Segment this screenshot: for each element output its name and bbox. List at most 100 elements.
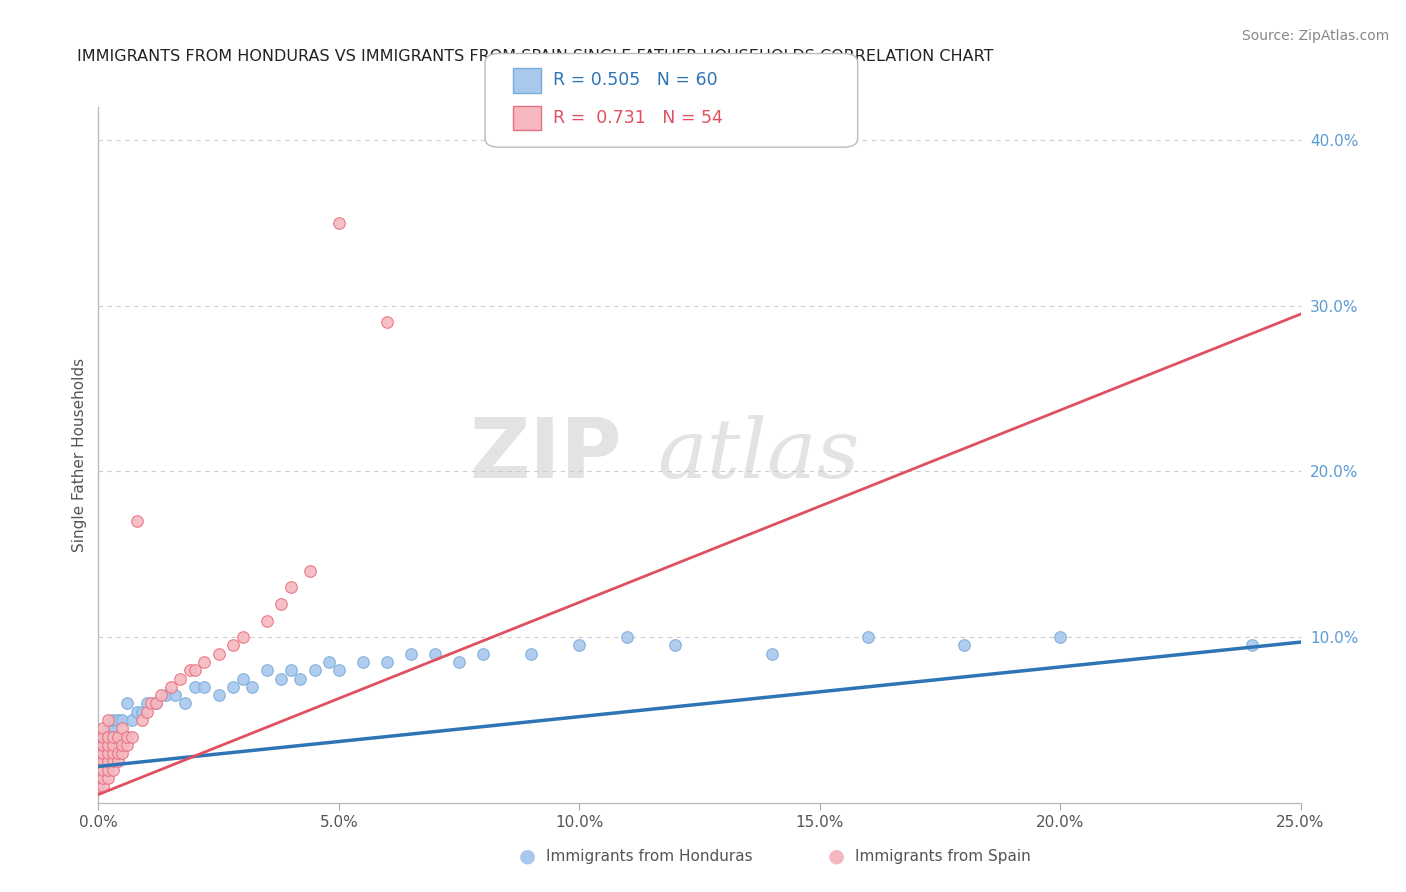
Point (953, 639, 976, 653)
Point (208, 647, 231, 661)
Point (318, 655, 340, 669)
Point (270, 672, 292, 686)
Point (111, 746, 134, 760)
Point (208, 688, 231, 702)
Point (107, 755, 129, 769)
Point (125, 514, 148, 528)
Point (256, 663, 278, 677)
Point (111, 738, 134, 752)
Point (101, 730, 124, 744)
Point (135, 697, 157, 711)
Point (222, 639, 245, 653)
Point (174, 697, 197, 711)
Point (155, 688, 177, 702)
Point (97, 763, 120, 777)
Point (117, 697, 139, 711)
Point (111, 721, 134, 735)
Point (664, 639, 686, 653)
Point (240, 680, 263, 694)
Point (91, 746, 114, 760)
Point (399, 647, 422, 661)
Point (1241, 639, 1264, 653)
Point (125, 705, 148, 719)
Point (97, 738, 120, 752)
Point (472, 647, 495, 661)
Point (101, 721, 124, 735)
Point (280, 663, 302, 677)
Point (290, 672, 312, 686)
Point (169, 672, 191, 686)
Point (193, 680, 215, 694)
Point (423, 647, 446, 661)
Text: ●: ● (519, 847, 536, 866)
Point (107, 746, 129, 760)
Point (117, 730, 139, 744)
Text: R =  0.731   N = 54: R = 0.731 N = 54 (553, 109, 723, 127)
Point (97, 730, 120, 744)
Text: IMMIGRANTS FROM HONDURAS VS IMMIGRANTS FROM SPAIN SINGLE FATHER HOUSEHOLDS CORRE: IMMIGRANTS FROM HONDURAS VS IMMIGRANTS F… (77, 49, 994, 64)
Point (256, 614, 278, 628)
Point (149, 688, 172, 702)
Point (101, 763, 124, 777)
Point (447, 655, 470, 669)
Text: R = 0.505   N = 60: R = 0.505 N = 60 (553, 71, 717, 89)
Point (145, 697, 167, 711)
Point (91, 763, 114, 777)
Point (304, 663, 326, 677)
Point (183, 680, 205, 694)
Point (111, 730, 134, 744)
Point (87, 771, 110, 785)
Point (91, 755, 114, 769)
Point (101, 746, 124, 760)
Point (91, 730, 114, 744)
Point (121, 730, 143, 744)
Point (91, 771, 114, 785)
Point (101, 755, 124, 769)
Point (91, 763, 114, 777)
Point (91, 738, 114, 752)
Point (107, 713, 129, 727)
Point (328, 216, 350, 230)
Point (520, 647, 543, 661)
Point (117, 738, 139, 752)
Point (761, 647, 783, 661)
Point (97, 755, 120, 769)
Point (101, 746, 124, 760)
Point (145, 697, 167, 711)
Point (1049, 630, 1071, 644)
Point (117, 730, 139, 744)
Point (856, 630, 879, 644)
Point (131, 705, 153, 719)
Point (101, 713, 124, 727)
Text: ZIP: ZIP (468, 415, 621, 495)
Point (280, 581, 302, 595)
Point (222, 680, 245, 694)
Point (159, 680, 181, 694)
Point (121, 713, 143, 727)
Point (193, 655, 215, 669)
Point (97, 771, 120, 785)
Point (97, 738, 120, 752)
Text: Immigrants from Honduras: Immigrants from Honduras (546, 849, 752, 863)
Point (97, 746, 120, 760)
Point (131, 713, 153, 727)
Point (270, 597, 292, 611)
Point (232, 630, 254, 644)
Point (91, 730, 114, 744)
Point (97, 755, 120, 769)
Point (101, 738, 124, 752)
Point (616, 630, 638, 644)
Point (91, 755, 114, 769)
Point (97, 721, 120, 735)
Point (87, 779, 110, 793)
Point (101, 738, 124, 752)
Point (87, 746, 110, 760)
Point (183, 663, 205, 677)
Point (91, 746, 114, 760)
Point (101, 730, 124, 744)
Text: ●: ● (828, 847, 845, 866)
Point (232, 672, 254, 686)
Point (97, 746, 120, 760)
Point (107, 730, 129, 744)
Point (87, 755, 110, 769)
